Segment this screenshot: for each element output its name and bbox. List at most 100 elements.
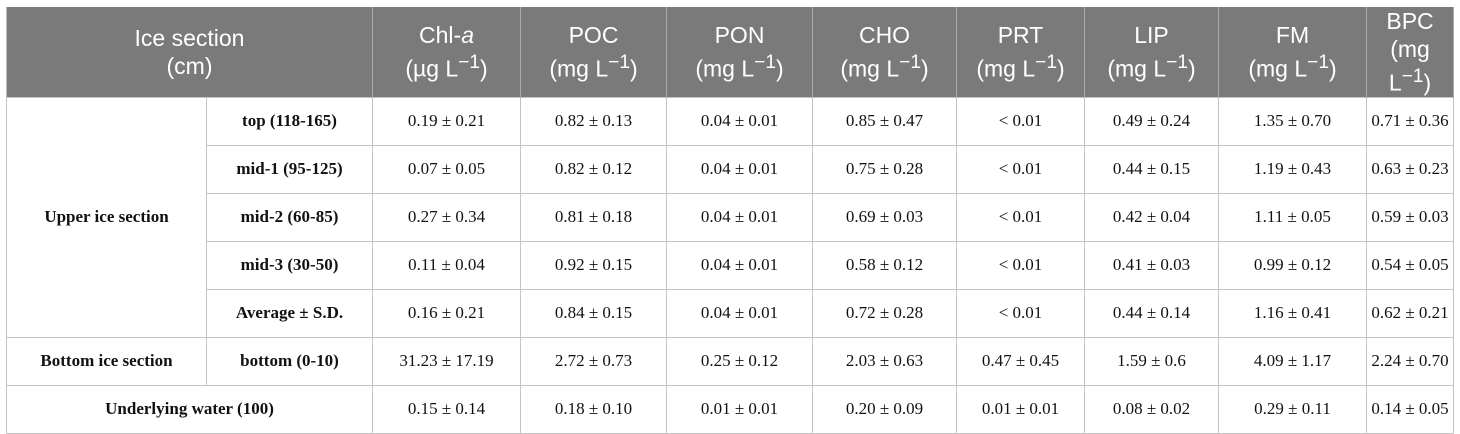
row-label: Average ± S.D. — [205, 288, 374, 338]
cell-cho: 2.03 ± 0.63 — [812, 336, 958, 386]
cell-poc: 0.18 ± 0.10 — [520, 384, 668, 434]
cell-fm: 0.29 ± 0.11 — [1218, 384, 1368, 434]
cell-fm: 1.35 ± 0.70 — [1218, 96, 1368, 146]
cell-fm: 1.11 ± 0.05 — [1218, 192, 1368, 242]
cell-cho: 0.58 ± 0.12 — [812, 240, 958, 290]
header-chl-a-unit: (µg L — [405, 55, 459, 82]
header-pon-unit: (mg L — [695, 55, 755, 82]
cell-bpc: 0.59 ± 0.03 — [1366, 192, 1455, 242]
header-cho-unit: (mg L — [840, 55, 900, 82]
cell-bpc: 0.62 ± 0.21 — [1366, 288, 1455, 338]
header-poc: POC (mg L−1) — [520, 7, 668, 98]
header-lip-name: LIP — [1134, 22, 1169, 48]
row-label: mid-3 (30-50) — [205, 240, 374, 290]
header-bpc-unit: (mg L — [1388, 36, 1430, 96]
cell-poc: 0.92 ± 0.15 — [520, 240, 668, 290]
cell-fm: 1.19 ± 0.43 — [1218, 144, 1368, 194]
header-bpc-unit-close: ) — [1423, 69, 1432, 96]
header-prt-name: PRT — [997, 22, 1044, 48]
cell-pon: 0.04 ± 0.01 — [666, 144, 814, 194]
cell-chl-a: 0.11 ± 0.04 — [372, 240, 522, 290]
cell-cho: 0.75 ± 0.28 — [812, 144, 958, 194]
header-prt: PRT (mg L−1) — [956, 7, 1086, 98]
cell-bpc: 2.24 ± 0.70 — [1366, 336, 1455, 386]
group-underlying-water: Underlying water (100) — [5, 384, 374, 434]
header-fm-unit-close: ) — [1329, 55, 1337, 82]
cell-chl-a: 0.19 ± 0.21 — [372, 96, 522, 146]
cell-pon: 0.01 ± 0.01 — [666, 384, 814, 434]
table-row: Upper ice section top (118-165) 0.19 ± 0… — [6, 96, 1455, 338]
cell-lip: 0.42 ± 0.04 — [1084, 192, 1220, 242]
cell-poc: 2.72 ± 0.73 — [520, 336, 668, 386]
header-chl-a-unit-exp: −1 — [458, 52, 481, 73]
cell-cho: 0.20 ± 0.09 — [812, 384, 958, 434]
cell-bpc: 0.14 ± 0.05 — [1366, 384, 1455, 434]
cell-lip: 0.49 ± 0.24 — [1084, 96, 1220, 146]
header-ice-section-unit: (cm) — [166, 52, 213, 79]
header-pon-name: PON — [714, 22, 765, 48]
cell-cho: 0.72 ± 0.28 — [812, 288, 958, 338]
table-row: Underlying water (100) 0.15 ± 0.14 0.18 … — [5, 384, 1455, 434]
cell-fm: 0.99 ± 0.12 — [1218, 240, 1368, 290]
row-label: mid-1 (95-125) — [205, 144, 374, 194]
cell-poc: 0.82 ± 0.13 — [520, 96, 668, 146]
cell-prt: < 0.01 — [956, 192, 1086, 242]
cell-poc: 0.81 ± 0.18 — [520, 192, 668, 242]
cell-prt: 0.01 ± 0.01 — [956, 384, 1086, 434]
header-poc-unit-close: ) — [630, 55, 638, 82]
cell-lip: 0.44 ± 0.14 — [1084, 288, 1220, 338]
group-bottom-ice-section: Bottom ice section — [6, 336, 207, 386]
header-fm-name: FM — [1275, 22, 1310, 48]
header-fm: FM (mg L−1) — [1218, 7, 1368, 98]
header-bpc-unit-exp: −1 — [1401, 66, 1424, 87]
cell-pon: 0.25 ± 0.12 — [666, 336, 814, 386]
cell-fm: 4.09 ± 1.17 — [1218, 336, 1368, 386]
table-row: mid-1 (95-125) 0.07 ± 0.05 0.82 ± 0.12 0… — [7, 144, 1455, 194]
header-lip-unit-close: ) — [1188, 55, 1196, 82]
cell-lip: 0.41 ± 0.03 — [1084, 240, 1220, 290]
header-bpc: BPC (mg L−1) — [1366, 7, 1455, 98]
header-prt-unit-exp: −1 — [1035, 52, 1057, 73]
row-label: bottom (0-10) — [205, 336, 374, 386]
table-row: mid-3 (30-50) 0.11 ± 0.04 0.92 ± 0.15 0.… — [7, 240, 1455, 290]
cell-chl-a: 0.27 ± 0.34 — [372, 192, 522, 242]
header-ice-section: Ice section (cm) — [5, 7, 374, 98]
header-lip: LIP (mg L−1) — [1084, 7, 1220, 98]
header-cho-name: CHO — [858, 22, 911, 48]
cell-chl-a: 31.23 ± 17.19 — [372, 336, 522, 386]
cell-cho: 0.85 ± 0.47 — [812, 96, 958, 146]
cell-lip: 0.08 ± 0.02 — [1084, 384, 1220, 434]
cell-chl-a: 0.07 ± 0.05 — [372, 144, 522, 194]
header-poc-name: POC — [568, 22, 619, 48]
group-upper-ice-section: Upper ice section — [6, 96, 207, 338]
cell-prt: < 0.01 — [956, 240, 1086, 290]
cell-poc: 0.82 ± 0.12 — [520, 144, 668, 194]
header-pon: PON (mg L−1) — [666, 7, 814, 98]
cell-poc: 0.84 ± 0.15 — [520, 288, 668, 338]
header-prt-unit: (mg L — [976, 55, 1036, 82]
header-ice-section-title: Ice section — [134, 24, 245, 51]
cell-cho: 0.69 ± 0.03 — [812, 192, 958, 242]
data-table: Ice section (cm) Chl-a (µg L−1) POC (mg … — [5, 7, 1455, 434]
header-poc-unit: (mg L — [549, 55, 609, 82]
header-bpc-name: BPC — [1386, 8, 1434, 34]
header-chl-a-italic: a — [461, 22, 474, 48]
header-chl-a: Chl-a (µg L−1) — [372, 7, 522, 98]
cell-fm: 1.16 ± 0.41 — [1218, 288, 1368, 338]
header-fm-unit: (mg L — [1248, 55, 1308, 82]
header-chl-a-unit-close: ) — [480, 55, 488, 82]
header-lip-unit: (mg L — [1107, 55, 1167, 82]
header-cho-unit-close: ) — [921, 55, 929, 82]
table-header: Ice section (cm) Chl-a (µg L−1) POC (mg … — [5, 7, 1455, 98]
cell-chl-a: 0.16 ± 0.21 — [372, 288, 522, 338]
cell-bpc: 0.71 ± 0.36 — [1366, 96, 1455, 146]
cell-prt: < 0.01 — [956, 288, 1086, 338]
header-pon-unit-close: ) — [776, 55, 784, 82]
header-cho: CHO (mg L−1) — [812, 7, 958, 98]
table-row: mid-2 (60-85) 0.27 ± 0.34 0.81 ± 0.18 0.… — [7, 192, 1455, 242]
cell-prt: < 0.01 — [956, 144, 1086, 194]
header-poc-unit-exp: −1 — [608, 52, 630, 73]
cell-pon: 0.04 ± 0.01 — [666, 240, 814, 290]
cell-pon: 0.04 ± 0.01 — [666, 288, 814, 338]
row-label: top (118-165) — [205, 96, 374, 146]
